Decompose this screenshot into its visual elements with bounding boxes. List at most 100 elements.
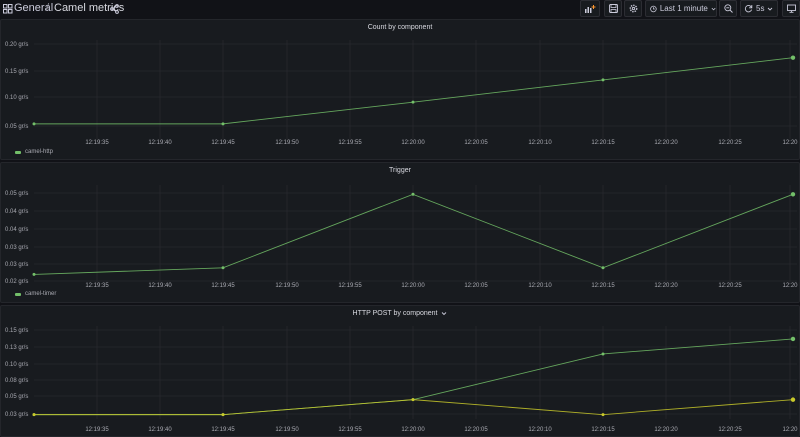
data-point[interactable] bbox=[221, 413, 225, 417]
legend-swatch bbox=[15, 150, 21, 154]
x-tick-label: 12:20:00 bbox=[401, 427, 425, 433]
data-point[interactable] bbox=[411, 100, 415, 104]
dashboards-grid-icon[interactable] bbox=[3, 4, 13, 14]
refresh-interval-label: 5s bbox=[756, 4, 765, 13]
y-tick-label: 0.15 gr/s bbox=[5, 328, 28, 334]
chart-trigger: 0.05 gr/s 0.04 gr/s 0.04 gr/s 0.03 gr/s 0.03… bbox=[5, 185, 798, 289]
x-tick-label: 12:19:40 bbox=[148, 427, 172, 433]
save-dashboard-button[interactable] bbox=[604, 0, 622, 17]
x-tick-label: 12:20:10 bbox=[528, 283, 552, 289]
monitor-icon bbox=[786, 4, 796, 13]
x-tick-label: 12:20:15 bbox=[591, 140, 615, 146]
data-point[interactable] bbox=[221, 266, 225, 270]
chart-count-by-component: 0.20 gr/s 0.15 gr/s 0.10 gr/s 0.05 gr/s 12:1… bbox=[5, 40, 798, 146]
y-tick-label: 0.08 gr/s bbox=[5, 378, 28, 384]
tv-mode-button[interactable] bbox=[782, 0, 800, 17]
y-tick-label: 0.02 gr/s bbox=[5, 279, 28, 285]
data-point[interactable] bbox=[601, 352, 605, 356]
data-point[interactable] bbox=[790, 397, 796, 402]
y-tick-label: 0.05 gr/s bbox=[5, 124, 28, 130]
x-tick-label: 12:20:20 bbox=[654, 427, 678, 433]
breadcrumb-dashboard-title[interactable]: Camel metrics bbox=[54, 2, 125, 14]
y-tick-label: 0.03 gr/s bbox=[5, 245, 28, 251]
legend-item[interactable]: camel-http bbox=[15, 149, 53, 155]
legend-label: camel-timer bbox=[25, 291, 57, 297]
y-tick-label: 0.03 gr/s bbox=[5, 262, 28, 268]
x-tick-label: 12:19:40 bbox=[148, 283, 172, 289]
refresh-icon bbox=[744, 5, 753, 13]
series-line bbox=[34, 338, 794, 416]
add-panel-button[interactable] bbox=[580, 0, 600, 17]
legend-swatch bbox=[15, 292, 21, 296]
refresh-picker[interactable]: 5s bbox=[740, 0, 778, 17]
share-icon[interactable] bbox=[110, 4, 119, 14]
panel-title[interactable]: Count by component bbox=[367, 24, 433, 31]
panel-trigger[interactable]: Trigger 0.05 gr/s 0.04 gr/s 0.04 gr/s 0.03 … bbox=[0, 162, 800, 303]
x-tick-label: 12:20:15 bbox=[591, 283, 615, 289]
x-tick-label: 12:19:35 bbox=[85, 427, 109, 433]
data-point[interactable] bbox=[601, 413, 605, 417]
add-panel-icon bbox=[585, 4, 596, 13]
data-point[interactable] bbox=[32, 413, 36, 417]
x-tick-label: 12:19:50 bbox=[275, 283, 299, 289]
y-tick-label: 0.03 gr/s bbox=[5, 412, 28, 418]
x-tick-label: 12:19:35 bbox=[85, 140, 109, 146]
x-tick-label: 12:20:05 bbox=[464, 283, 488, 289]
x-tick-label: 12:20:05 bbox=[464, 140, 488, 146]
x-tick-label: 12:19:45 bbox=[211, 283, 235, 289]
x-tick-label: 12:19:50 bbox=[275, 427, 299, 433]
breadcrumb-separator: / bbox=[46, 2, 50, 14]
time-range-label: Last 1 minute bbox=[659, 4, 708, 13]
x-tick-label: 12:19:45 bbox=[211, 427, 235, 433]
chevron-down-icon bbox=[768, 7, 773, 11]
data-point[interactable] bbox=[221, 122, 225, 126]
x-tick-label: 12:20:00 bbox=[401, 283, 425, 289]
y-tick-label: 0.05 gr/s bbox=[5, 394, 28, 400]
data-point[interactable] bbox=[32, 272, 36, 276]
x-tick-label: 12:19:55 bbox=[338, 427, 362, 433]
zoom-out-icon bbox=[723, 4, 733, 13]
panel-title[interactable]: Trigger bbox=[389, 167, 411, 174]
data-point[interactable] bbox=[411, 192, 415, 196]
panel-title-text: HTTP POST by component bbox=[352, 310, 438, 317]
data-point[interactable] bbox=[790, 192, 796, 197]
x-tick-label: 12:20:10 bbox=[528, 140, 552, 146]
legend-item[interactable]: camel-timer bbox=[15, 291, 56, 297]
series-line bbox=[34, 399, 794, 416]
x-tick-label: 12:20:00 bbox=[401, 140, 425, 146]
top-bar: General / Camel metrics bbox=[0, 0, 800, 18]
clock-icon bbox=[650, 5, 657, 12]
panel-title[interactable]: HTTP POST by component bbox=[1, 310, 799, 317]
time-range-picker[interactable]: Last 1 minute bbox=[645, 0, 717, 17]
data-point[interactable] bbox=[790, 55, 796, 60]
y-tick-label: 0.13 gr/s bbox=[5, 345, 28, 351]
data-point[interactable] bbox=[32, 122, 36, 126]
x-tick-label: 12:19:40 bbox=[148, 140, 172, 146]
x-tick-label: 12:19:50 bbox=[275, 140, 299, 146]
y-tick-label: 0.10 gr/s bbox=[5, 95, 28, 101]
data-point[interactable] bbox=[790, 336, 796, 342]
breadcrumb-folder[interactable]: General bbox=[14, 2, 54, 14]
data-point[interactable] bbox=[411, 398, 415, 402]
x-tick-label: 12:19:55 bbox=[338, 140, 362, 146]
panel-count-by-component[interactable]: Count by component 0.20 gr/s 0.15 gr/s 0.1… bbox=[0, 19, 800, 160]
series-line bbox=[34, 57, 794, 125]
x-tick-label: 12:19:55 bbox=[338, 283, 362, 289]
y-tick-label: 0.04 gr/s bbox=[5, 227, 28, 233]
y-tick-label: 0.04 gr/s bbox=[5, 209, 28, 215]
chart-http-post-by-component: 0.15 gr/s 0.13 gr/s 0.10 gr/s 0.08 gr/s 0.05… bbox=[5, 326, 798, 433]
data-point[interactable] bbox=[601, 78, 605, 82]
x-tick-label: 12:20:05 bbox=[464, 427, 488, 433]
x-tick-label: 12:20:20 bbox=[654, 283, 678, 289]
gear-icon bbox=[629, 4, 637, 13]
data-point[interactable] bbox=[601, 266, 605, 270]
dashboard-settings-button[interactable] bbox=[624, 0, 642, 17]
zoom-out-button[interactable] bbox=[719, 0, 737, 17]
y-tick-label: 0.15 gr/s bbox=[5, 69, 28, 75]
y-tick-label: 0.05 gr/s bbox=[5, 191, 28, 197]
x-tick-label: 12:20:25 bbox=[718, 140, 742, 146]
y-tick-label: 0.20 gr/s bbox=[5, 42, 28, 48]
panel-http-post-by-component[interactable]: HTTP POST by component 0.15 gr/s 0.13 gr/… bbox=[0, 305, 800, 437]
x-tick-label: 12:20:15 bbox=[591, 427, 615, 433]
x-tick-label: 12:20 bbox=[782, 283, 798, 289]
